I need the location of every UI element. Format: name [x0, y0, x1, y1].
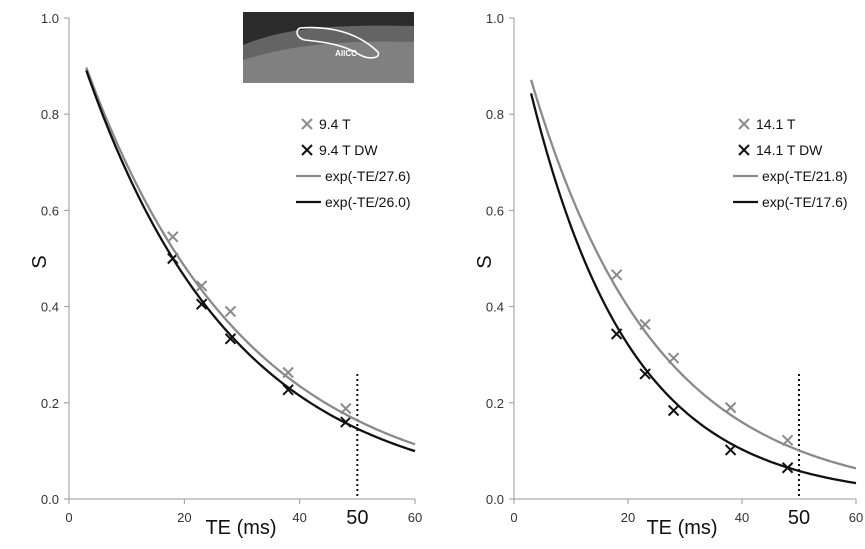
x-tick-label: 60 [408, 510, 422, 525]
x-marker-stroke [195, 298, 208, 310]
legend: 9.4 T 9.4 T DW exp(-TE/27.6) exp(-TE/26.0) [296, 116, 411, 210]
data-point-x-marker [195, 280, 208, 292]
legend-x-symbol [301, 144, 313, 156]
x-marker-stroke [639, 368, 651, 380]
chart-panel-1: 0.0 0.2 0.4 0.6 0.8 1.0 0 20 40 60 TE (ms) S 50 9.4 T… [29, 11, 422, 539]
x-tick-label: 60 [849, 510, 863, 525]
marker-line-label: 50 [788, 507, 810, 529]
x-marker-stroke [282, 384, 294, 396]
series-curve-3 [85, 67, 416, 446]
x-marker-stroke [195, 280, 208, 292]
inset-roi-outline [296, 26, 380, 59]
legend-x-symbol [738, 144, 750, 156]
x-marker-stroke [724, 444, 737, 456]
y-tick-label: 1.0 [41, 11, 59, 26]
y-tick-label: 0.0 [41, 492, 59, 507]
data-point-x-marker [195, 298, 208, 310]
legend-label: 14.1 T [756, 116, 796, 132]
x-marker-stroke [167, 231, 179, 243]
data-point-x-marker [167, 231, 179, 243]
inset-tissue [243, 41, 414, 83]
y-tick-label: 0.6 [486, 203, 504, 218]
y-tick-label: 1.0 [486, 11, 504, 26]
legend-label: exp(-TE/26.0) [325, 194, 411, 210]
x-marker-stroke [724, 401, 737, 414]
y-tick-label: 0.2 [486, 396, 504, 411]
x-tick-label: 20 [621, 510, 635, 525]
y-tick-label: 0.6 [41, 203, 59, 218]
chart-panel-2: 0.0 0.2 0.4 0.6 0.8 1.0 0 20 40 60 TE (ms) S 50 14.1 … [474, 11, 863, 539]
y-axis-label: S [29, 255, 51, 268]
x-axis-label: TE (ms) [205, 517, 276, 539]
legend-label: 14.1 T DW [756, 142, 823, 158]
inset-roi-label: AllCC [335, 49, 357, 58]
data-point-x-marker [610, 269, 623, 281]
data-point-x-marker [667, 404, 680, 417]
y-tick-label: 0.2 [41, 396, 59, 411]
legend-x-symbol [738, 118, 750, 130]
y-tick-label: 0.8 [486, 107, 504, 122]
x-axis-label: TE (ms) [646, 517, 717, 539]
marker-line-label: 50 [346, 507, 368, 529]
data-point-x-marker [724, 444, 737, 456]
legend-label: exp(-TE/17.6) [762, 194, 848, 210]
data-point-x-marker [282, 384, 294, 396]
data-point-x-marker [724, 401, 737, 414]
x-tick-label: 0 [65, 510, 72, 525]
y-tick-label: 0.4 [41, 300, 59, 315]
legend: 14.1 T 14.1 T DW exp(-TE/21.8) exp(-TE/17.6… [733, 116, 848, 210]
x-tick-label: 40 [735, 510, 749, 525]
data-point-x-marker [224, 333, 237, 345]
series-curve-4 [85, 70, 416, 453]
legend-label: 9.4 T [319, 116, 351, 132]
y-tick-label: 0.8 [41, 107, 59, 122]
y-axis-label: S [474, 255, 496, 268]
x-tick-label: 0 [510, 510, 517, 525]
series-curve-3 [529, 79, 857, 470]
legend-label: exp(-TE/27.6) [325, 168, 411, 184]
legend-x-symbol [301, 118, 313, 130]
x-marker-stroke [610, 269, 623, 281]
data-point-x-marker [639, 368, 651, 380]
x-marker-stroke [224, 305, 237, 318]
legend-label: exp(-TE/21.8) [762, 168, 848, 184]
series-curve-4 [529, 93, 857, 485]
data-point-x-marker [224, 305, 237, 318]
y-tick-label: 0.4 [486, 300, 504, 315]
x-marker-stroke [224, 333, 237, 345]
y-tick-label: 0.0 [486, 492, 504, 507]
inset-mri-image: AllCC [243, 12, 414, 84]
legend-label: 9.4 T DW [319, 142, 378, 158]
x-tick-label: 20 [177, 510, 191, 525]
x-marker-stroke [667, 404, 680, 417]
x-tick-label: 40 [292, 510, 306, 525]
